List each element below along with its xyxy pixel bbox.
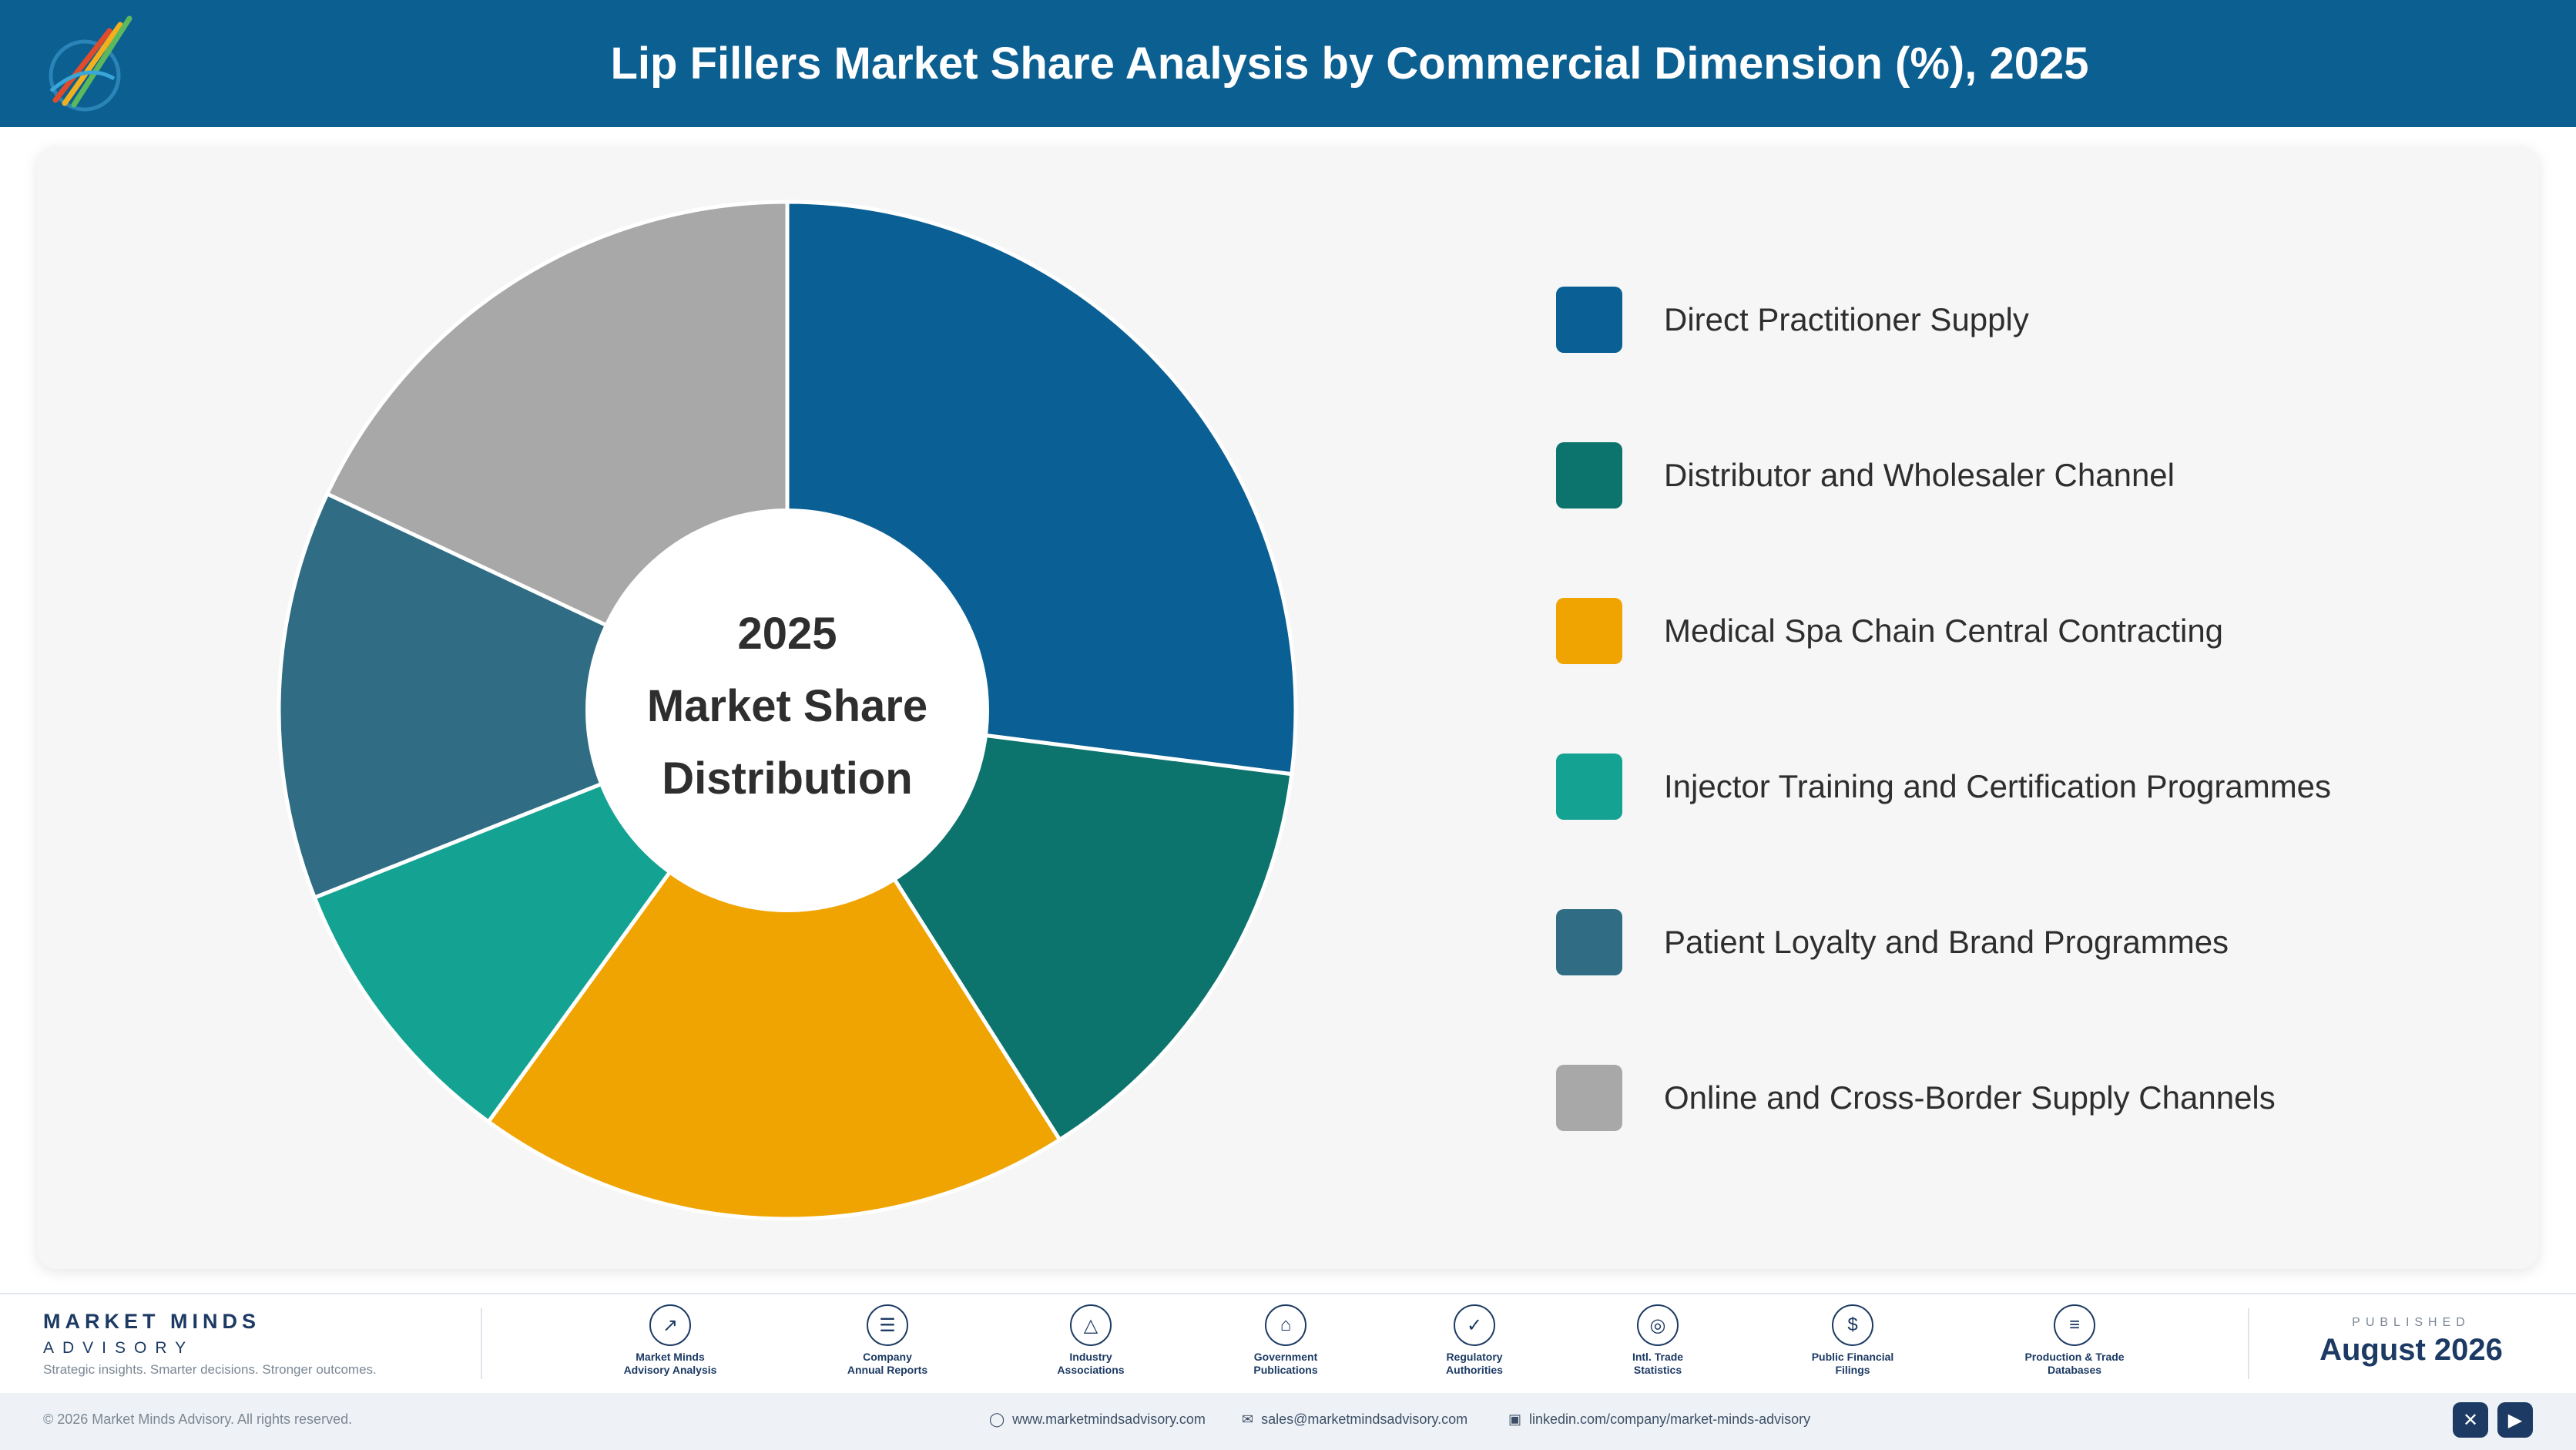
source-item[interactable]: △ Industry Associations <box>1006 1304 1176 1377</box>
source-item[interactable]: ✓ Regulatory Authorities <box>1390 1304 1559 1377</box>
legend-label: Injector Training and Certification Prog… <box>1664 768 2332 804</box>
legend-swatch <box>1556 1065 1622 1131</box>
pie-slice-3[interactable] <box>485 707 1063 1221</box>
source-label: Regulatory Authorities <box>1446 1351 1503 1376</box>
source-label: Company Annual Reports <box>847 1351 928 1376</box>
source-item[interactable]: ⌂ Government Publications <box>1201 1304 1370 1377</box>
brand-tagline: Strategic insights. Smarter decisions. S… <box>43 1362 377 1377</box>
donut-hole <box>585 509 989 912</box>
source-label: Government Publications <box>1253 1351 1318 1376</box>
footer-bottom-bar <box>0 1393 2576 1450</box>
published-label: PUBLISHED <box>2352 1316 2470 1329</box>
source-label: Production & Trade Databases <box>2024 1351 2125 1376</box>
legend-label: Medical Spa Chain Central Contracting <box>1664 613 2224 649</box>
legend-swatch <box>1556 287 1622 353</box>
donut-chart: 2025 Market Share Distribution <box>277 200 1298 1221</box>
website-link[interactable]: ◯ www.marketmindsadvisory.com <box>989 1411 1206 1428</box>
source-item[interactable]: ◎ Intl. Trade Statistics <box>1573 1304 1742 1377</box>
legend-swatch <box>1556 754 1622 820</box>
linkedin-text: linkedin.com/company/market-minds-adviso… <box>1529 1411 1811 1427</box>
brand-subtitle: ADVISORY <box>43 1339 195 1357</box>
source-label: Market Minds Advisory Analysis <box>623 1351 717 1376</box>
source-item[interactable]: $ Public Financial Filings <box>1768 1304 1937 1377</box>
legend-label: Patient Loyalty and Brand Programmes <box>1664 924 2229 960</box>
pie-slice-5[interactable] <box>277 491 793 901</box>
email-text: sales@marketmindsadvisory.com <box>1261 1411 1468 1427</box>
website-text: www.marketmindsadvisory.com <box>1012 1411 1206 1427</box>
legend-label: Direct Practitioner Supply <box>1664 301 2029 337</box>
youtube-icon[interactable]: ▶ <box>2497 1402 2533 1438</box>
source-item[interactable]: ≡ Production & Trade Databases <box>1990 1304 2159 1377</box>
footer-divider <box>481 1308 482 1379</box>
globe-icon: ◎ <box>1637 1304 1679 1346</box>
center-label-line-3: Distribution <box>662 754 912 804</box>
document-icon: ☰ <box>867 1304 908 1346</box>
copyright-text: © 2026 Market Minds Advisory. All rights… <box>43 1411 353 1427</box>
source-label: Public Financial Filings <box>1811 1351 1894 1376</box>
legend-swatch <box>1556 909 1622 975</box>
market-minds-logo[interactable] <box>40 8 148 123</box>
footer-divider <box>2248 1308 2249 1379</box>
government-building-icon: ⌂ <box>1265 1304 1306 1346</box>
legend-swatch <box>1556 598 1622 664</box>
shield-check-icon: ✓ <box>1454 1304 1495 1346</box>
brand-name: MARKET MINDS <box>43 1310 260 1333</box>
legend-swatch <box>1556 442 1622 509</box>
center-label-line-2: Market Share <box>647 681 927 731</box>
globe-icon: ◯ <box>989 1411 1005 1427</box>
currency-icon: $ <box>1832 1304 1873 1346</box>
source-item[interactable]: ☰ Company Annual Reports <box>803 1304 972 1377</box>
email-link[interactable]: ✉ sales@marketmindsadvisory.com <box>1242 1411 1467 1428</box>
mail-icon: ✉ <box>1242 1411 1254 1427</box>
source-label: Intl. Trade Statistics <box>1632 1351 1684 1376</box>
trend-line-icon: ↗ <box>649 1304 691 1346</box>
source-label: Industry Associations <box>1057 1351 1125 1376</box>
linkedin-icon: ▣ <box>1508 1411 1522 1427</box>
database-icon: ≡ <box>2054 1304 2095 1346</box>
x-icon[interactable]: ✕ <box>2453 1402 2488 1438</box>
linkedin-link[interactable]: ▣ linkedin.com/company/market-minds-advi… <box>1508 1411 1810 1428</box>
published-date: August 2026 <box>2319 1333 2503 1367</box>
network-icon: △ <box>1070 1304 1112 1346</box>
center-label-year: 2025 <box>737 609 837 659</box>
header-bar <box>0 0 2576 127</box>
source-item[interactable]: ↗ Market Minds Advisory Analysis <box>585 1304 755 1377</box>
legend-label: Online and Cross-Border Supply Channels <box>1664 1079 2276 1116</box>
legend-label: Distributor and Wholesaler Channel <box>1664 457 2175 493</box>
chart-title: Lip Fillers Market Share Analysis by Com… <box>610 39 2089 89</box>
